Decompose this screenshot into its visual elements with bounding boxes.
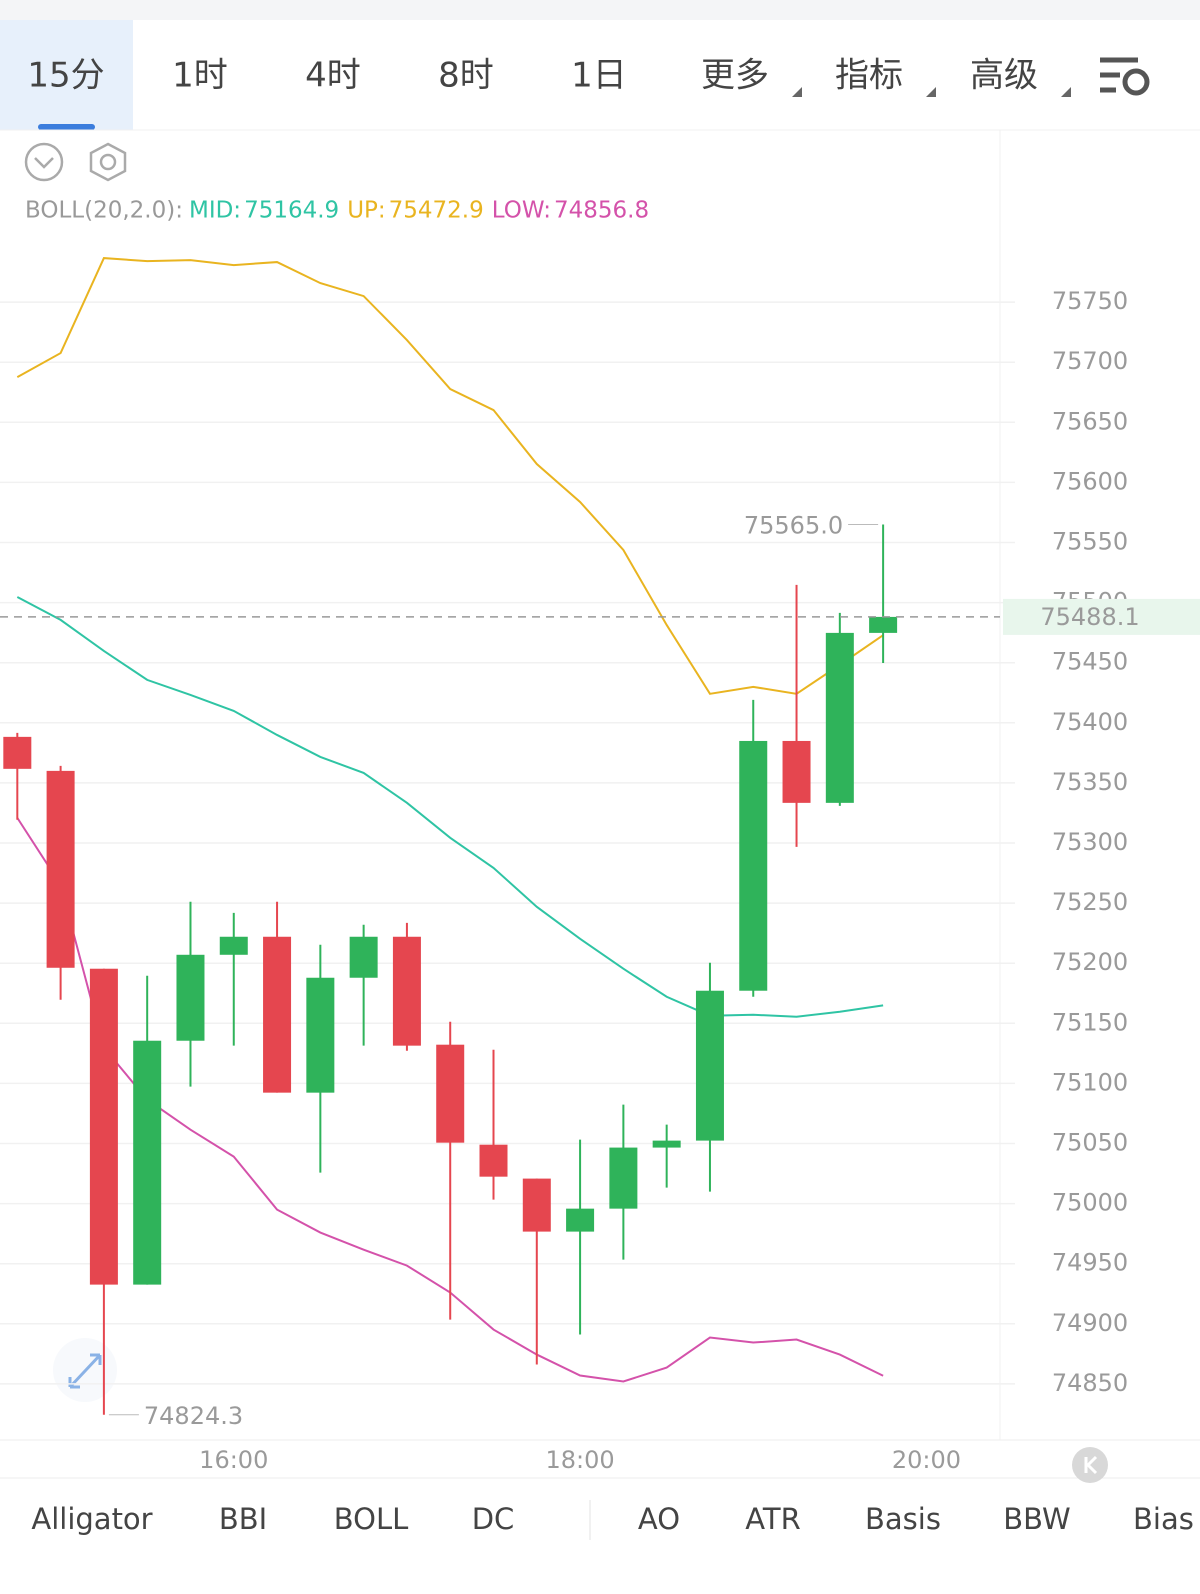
tab-selected-bg bbox=[0, 20, 133, 130]
candle-body bbox=[46, 770, 75, 968]
reset-icon[interactable] bbox=[1072, 1447, 1108, 1483]
y-tick-label: 75200 bbox=[1052, 948, 1128, 976]
candle-body bbox=[392, 936, 421, 1046]
candle-body bbox=[695, 990, 724, 1141]
indicator-tab[interactable]: Alligator bbox=[31, 1502, 152, 1536]
icon-hex bbox=[89, 142, 127, 182]
indicator-tab[interactable]: DC bbox=[472, 1502, 515, 1536]
timeframe-tab[interactable]: 更多 bbox=[701, 56, 769, 96]
y-tick-label: 75550 bbox=[1052, 528, 1128, 556]
y-tick-label: 75000 bbox=[1052, 1189, 1128, 1217]
y-tick-label: 75350 bbox=[1052, 768, 1128, 796]
indicator-tab[interactable]: BOLL bbox=[334, 1502, 409, 1536]
plot bbox=[3, 257, 898, 1415]
y-tick-label: 75300 bbox=[1052, 828, 1128, 856]
candle-body bbox=[566, 1208, 595, 1232]
indicator-tab[interactable]: AO bbox=[638, 1502, 680, 1536]
current-price-box bbox=[1003, 598, 1200, 635]
candle-body bbox=[349, 936, 378, 978]
dropdown-mark bbox=[1061, 87, 1071, 97]
candle-body bbox=[522, 1178, 551, 1232]
candle-body bbox=[869, 616, 898, 633]
icon-gear bbox=[1122, 68, 1150, 96]
timeframe-tab[interactable]: 15分 bbox=[27, 56, 104, 96]
y-tick-label: 75250 bbox=[1052, 888, 1128, 916]
status-strip bbox=[0, 0, 1200, 20]
candle-body bbox=[782, 740, 811, 803]
hex-settings-icon[interactable] bbox=[89, 142, 127, 182]
icon-chevron bbox=[34, 157, 54, 169]
icon-circle bbox=[24, 142, 64, 182]
timeframe-tab[interactable]: 8时 bbox=[438, 56, 494, 96]
y-tick-label: 74900 bbox=[1052, 1309, 1128, 1337]
timeframe-tab[interactable]: 4时 bbox=[305, 56, 361, 96]
bollinger-line bbox=[16, 257, 884, 695]
icon-hole bbox=[99, 153, 117, 171]
icon-k bbox=[1084, 1455, 1098, 1475]
icon-arrows bbox=[68, 1353, 102, 1389]
candle-body bbox=[825, 632, 854, 803]
legend-text: MID: bbox=[189, 198, 241, 224]
y-tick-label: 75600 bbox=[1052, 467, 1128, 495]
tab-indicator bbox=[38, 124, 95, 130]
candle-body bbox=[479, 1144, 508, 1177]
x-tick-label: 18:00 bbox=[546, 1446, 615, 1474]
indicator-tab[interactable]: BBI bbox=[219, 1502, 267, 1536]
candle-body bbox=[306, 977, 335, 1093]
min-label: 74824.3 bbox=[144, 1402, 243, 1430]
timeframe-tab[interactable]: 指标 bbox=[835, 56, 903, 96]
y-tick-label: 74850 bbox=[1052, 1369, 1128, 1397]
candle-body bbox=[89, 968, 118, 1285]
y-tick-label: 75400 bbox=[1052, 708, 1128, 736]
dropdown-mark bbox=[792, 87, 802, 97]
y-tick-label: 75100 bbox=[1052, 1068, 1128, 1096]
timeframe-tab[interactable]: 高级 bbox=[970, 56, 1038, 96]
dropdown-mark bbox=[926, 87, 936, 97]
current-price-label: 75488.1 bbox=[1040, 603, 1139, 631]
indicator-tab[interactable]: ATR bbox=[745, 1502, 800, 1536]
timeframe-tab[interactable]: 1日 bbox=[571, 56, 627, 96]
y-tick-label: 74950 bbox=[1052, 1249, 1128, 1277]
y-tick-label: 75050 bbox=[1052, 1129, 1128, 1157]
candle-body bbox=[263, 936, 292, 1093]
y-tick-label: 75450 bbox=[1052, 648, 1128, 676]
indicator-tab[interactable]: Bias bbox=[1133, 1502, 1194, 1536]
x-tick-label: 16:00 bbox=[199, 1446, 268, 1474]
y-tick-label: 75150 bbox=[1052, 1008, 1128, 1036]
indicator-tab[interactable]: Basis bbox=[865, 1502, 941, 1536]
x-tick-label: 20:00 bbox=[892, 1446, 961, 1474]
candle-body bbox=[436, 1044, 465, 1143]
y-tick-label: 75700 bbox=[1052, 347, 1128, 375]
legend-text: BOLL(20,2.0): bbox=[25, 198, 183, 224]
legend-text: UP: bbox=[347, 198, 385, 224]
legend-text: 75472.9 bbox=[389, 198, 484, 224]
settings-icon[interactable] bbox=[1100, 57, 1150, 96]
candle-body bbox=[739, 740, 768, 991]
max-label: 75565.0 bbox=[744, 511, 843, 539]
legend-text: 74856.8 bbox=[554, 198, 649, 224]
candle-body bbox=[176, 954, 205, 1041]
candle-body bbox=[652, 1140, 681, 1148]
legend-text: 75164.9 bbox=[244, 198, 339, 224]
bollinger-line bbox=[16, 596, 884, 1018]
indicator-tab[interactable]: BBW bbox=[1003, 1502, 1070, 1536]
y-tick-label: 75650 bbox=[1052, 407, 1128, 435]
candle-body bbox=[133, 1040, 162, 1285]
candle-body bbox=[3, 736, 32, 769]
timeframe-tab[interactable]: 1时 bbox=[172, 56, 228, 96]
collapse-icon[interactable] bbox=[24, 142, 64, 182]
y-tick-label: 75750 bbox=[1052, 287, 1128, 315]
legend-text: LOW: bbox=[492, 198, 551, 224]
expand-icon[interactable] bbox=[53, 1338, 117, 1402]
candle-body bbox=[609, 1147, 638, 1209]
candle-body bbox=[219, 936, 248, 955]
